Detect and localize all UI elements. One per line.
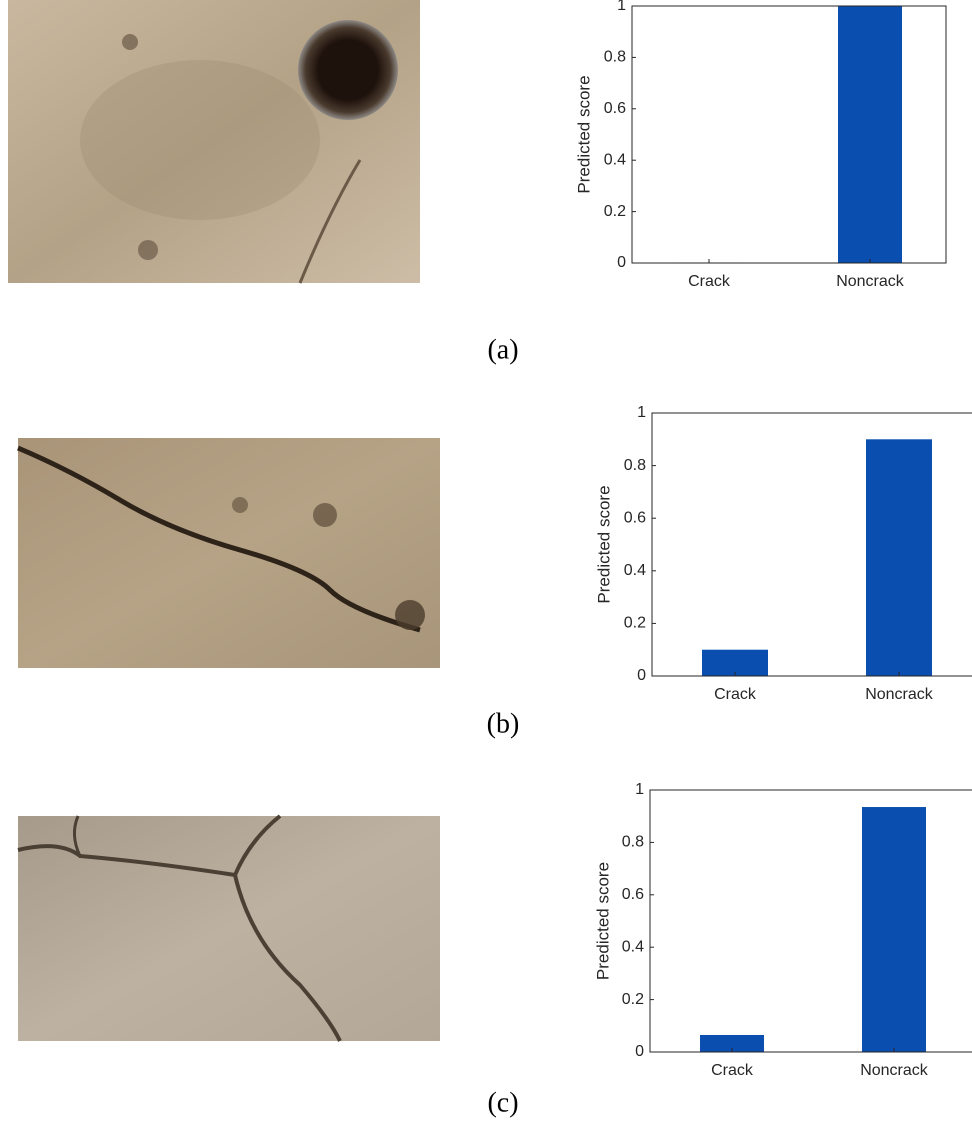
y-axis-label: Predicted score [594, 485, 613, 603]
figure: (a) (b) (c) Crack Noncrack 0 0.2 0.4 0.6 0.8 1 Pred… [0, 0, 972, 1121]
photo-a [8, 0, 420, 283]
x-tick-label: Noncrack [836, 273, 905, 290]
bar [866, 439, 932, 676]
x-tick-label: Crack [711, 1062, 754, 1079]
y-tick-label: 0.2 [624, 615, 646, 632]
y-tick-label: 0.8 [622, 834, 644, 851]
y-tick-label: 0 [635, 1043, 644, 1060]
panel-label: (c) [487, 1087, 518, 1118]
y-tick-label: 0.4 [622, 938, 644, 955]
x-tick-label: Noncrack [865, 686, 934, 703]
panel-label: (a) [487, 334, 518, 365]
y-tick-label: 0.6 [604, 100, 626, 117]
y-tick-label: 0 [637, 667, 646, 684]
y-tick-label: 0.6 [622, 886, 644, 903]
x-tick-label: Crack [714, 686, 757, 703]
y-tick-label: 0 [617, 254, 626, 271]
y-tick-label: 0.4 [604, 151, 626, 168]
y-tick-label: 0.8 [604, 49, 626, 66]
panel-label: (b) [487, 708, 520, 739]
y-tick-label: 1 [617, 0, 626, 14]
x-tick-label: Crack [688, 273, 731, 290]
y-tick-label: 1 [635, 781, 644, 798]
y-tick-label: 1 [637, 404, 646, 421]
y-tick-label: 0.6 [624, 509, 646, 526]
y-axis-label: Predicted score [593, 862, 612, 980]
y-tick-label: 0.2 [622, 991, 644, 1008]
page: {"chart_data": [ {"type": "bar", "ylabel… [0, 0, 972, 1121]
photo-b [18, 438, 440, 668]
y-tick-label: 0.8 [624, 457, 646, 474]
y-axis-label: Predicted score [574, 75, 593, 193]
y-tick-label: 0.2 [604, 203, 626, 220]
bar [838, 7, 902, 263]
x-tick-label: Noncrack [860, 1062, 929, 1079]
y-tick-label: 0.4 [624, 562, 646, 579]
photo-c [18, 816, 440, 1041]
bar [862, 807, 926, 1052]
